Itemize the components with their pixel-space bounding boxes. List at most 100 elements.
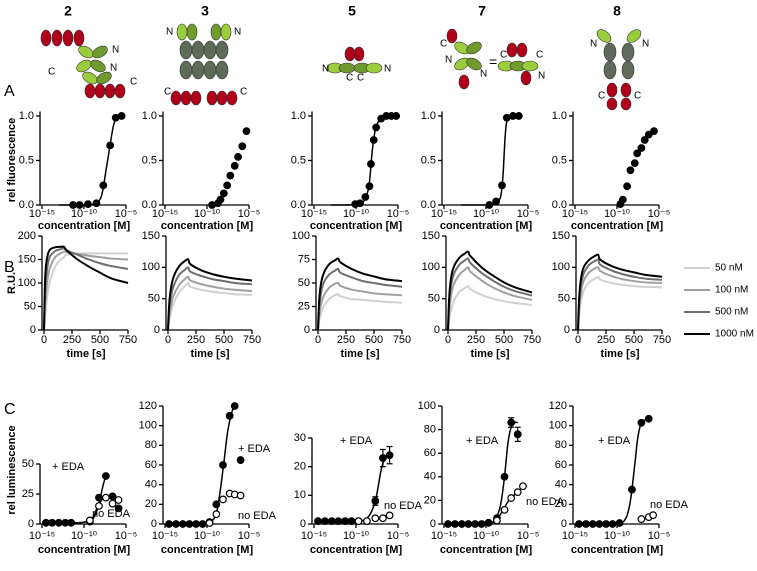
sensorgram-line [447, 250, 533, 331]
equals-sign: = [489, 54, 497, 70]
x-tick-label: 250 [597, 334, 615, 346]
x-tick-label: 750 [243, 334, 261, 346]
column-header: 7 [478, 3, 486, 19]
data-point [178, 520, 187, 528]
legend-label: 500 nM [715, 307, 748, 318]
y-tick-label: 150 [18, 253, 36, 265]
data-point [379, 514, 387, 523]
terminus-label: C [164, 87, 171, 98]
data-point [637, 515, 646, 523]
data-point [367, 160, 375, 168]
data-point [108, 492, 117, 501]
sensorgram-line [317, 281, 403, 331]
x-tick-label: 10⁻¹⁵ [152, 208, 178, 220]
x-axis-label: concentration [M] [161, 544, 254, 556]
y-tick-label: 0 [151, 518, 157, 530]
column-header: 3 [201, 3, 209, 19]
y-tick-label: 50 [22, 458, 34, 470]
data-point [385, 511, 394, 520]
y-tick-label: 50 [558, 293, 570, 305]
x-tick-label: 10⁻¹⁵ [29, 530, 55, 542]
column-header: 2 [64, 3, 72, 19]
series-annotation: no EDA [650, 499, 689, 511]
y-tick-label: 0.0 [552, 199, 567, 211]
schematic: N N C C [164, 23, 247, 106]
y-tick-label: 20 [555, 498, 567, 510]
y-tick-label: 0.0 [291, 199, 306, 211]
data-point [492, 197, 501, 206]
y-tick-label: 0.0 [19, 199, 34, 211]
data-point [582, 520, 590, 528]
data-point [644, 414, 653, 423]
terminus-label: N [445, 55, 452, 66]
data-point [392, 112, 401, 120]
y-tick-label: 40 [424, 471, 436, 483]
data-point [371, 497, 380, 505]
y-tick-label: 75 [298, 253, 310, 265]
x-axis-label: concentration [M] [161, 220, 254, 232]
series-annotation: no EDA [92, 508, 131, 520]
sensorgram-line [317, 267, 403, 331]
data-point [513, 488, 522, 497]
y-tick-label: 20 [294, 461, 306, 473]
sensorgram-line [447, 266, 533, 331]
data-point [369, 136, 378, 144]
x-tick-label: 250 [337, 334, 355, 346]
data-point [341, 517, 349, 526]
x-tick-label: 10⁻¹⁵ [301, 208, 327, 220]
data-point [513, 430, 522, 439]
data-point [219, 461, 227, 469]
column-headers: 2 3 5 7 8 [64, 3, 621, 19]
data-point [236, 456, 245, 464]
data-point [650, 127, 658, 135]
data-point [649, 511, 658, 520]
y-axis-label: rel luminescence [6, 425, 18, 514]
sensorgram-line [167, 258, 253, 331]
sensorgram-line [447, 285, 533, 331]
data-point [464, 520, 473, 528]
data-point [198, 520, 207, 528]
terminus-label: C [346, 73, 353, 84]
data-point [67, 518, 76, 527]
data-point [477, 520, 486, 528]
data-point [75, 201, 84, 209]
x-tick-label: 10⁻¹⁵ [562, 530, 588, 542]
x-tick-label: 250 [63, 334, 81, 346]
y-tick-label: 0 [300, 518, 306, 530]
schematic: N C C N [322, 46, 391, 84]
data-point [618, 195, 627, 204]
y-tick-label: 0.5 [19, 154, 34, 166]
y-tick-label: 120 [549, 400, 567, 412]
data-point [519, 482, 527, 491]
data-point [101, 472, 110, 480]
y-tick-label: 0 [434, 324, 440, 336]
legend-label: 50 nM [715, 263, 743, 274]
sensorgram-line [317, 257, 403, 331]
terminus-label: C [536, 50, 543, 61]
x-tick-label: 0 [165, 334, 171, 346]
sensorgram-line [43, 250, 129, 331]
data-point [457, 520, 466, 528]
y-tick-label: 50 [428, 293, 440, 305]
series-annotation: + EDA [466, 435, 499, 447]
data-point [637, 418, 646, 427]
x-axis-label: concentration [M] [310, 544, 403, 556]
data-point [347, 517, 356, 526]
data-point [234, 153, 242, 161]
x-tick-label: 10⁻¹⁵ [562, 208, 588, 220]
sensorgram-line [447, 257, 533, 331]
x-tick-label: 10⁻¹⁵ [29, 208, 55, 220]
sensorgram-line [43, 247, 129, 331]
x-axis-label: time [s] [66, 348, 105, 360]
data-point [471, 520, 479, 528]
data-point [498, 181, 506, 190]
terminus-label: N [166, 27, 173, 38]
series-annotation: + EDA [598, 435, 631, 447]
data-point [615, 519, 624, 527]
terminus-label: N [322, 64, 329, 75]
series-annotation: no EDA [384, 500, 423, 512]
x-tick-label: 10⁻¹⁰ [604, 530, 631, 542]
x-tick-label: 10⁻⁵ [238, 208, 261, 220]
y-tick-label: 150 [142, 230, 160, 242]
y-tick-label: 1.0 [19, 110, 34, 122]
